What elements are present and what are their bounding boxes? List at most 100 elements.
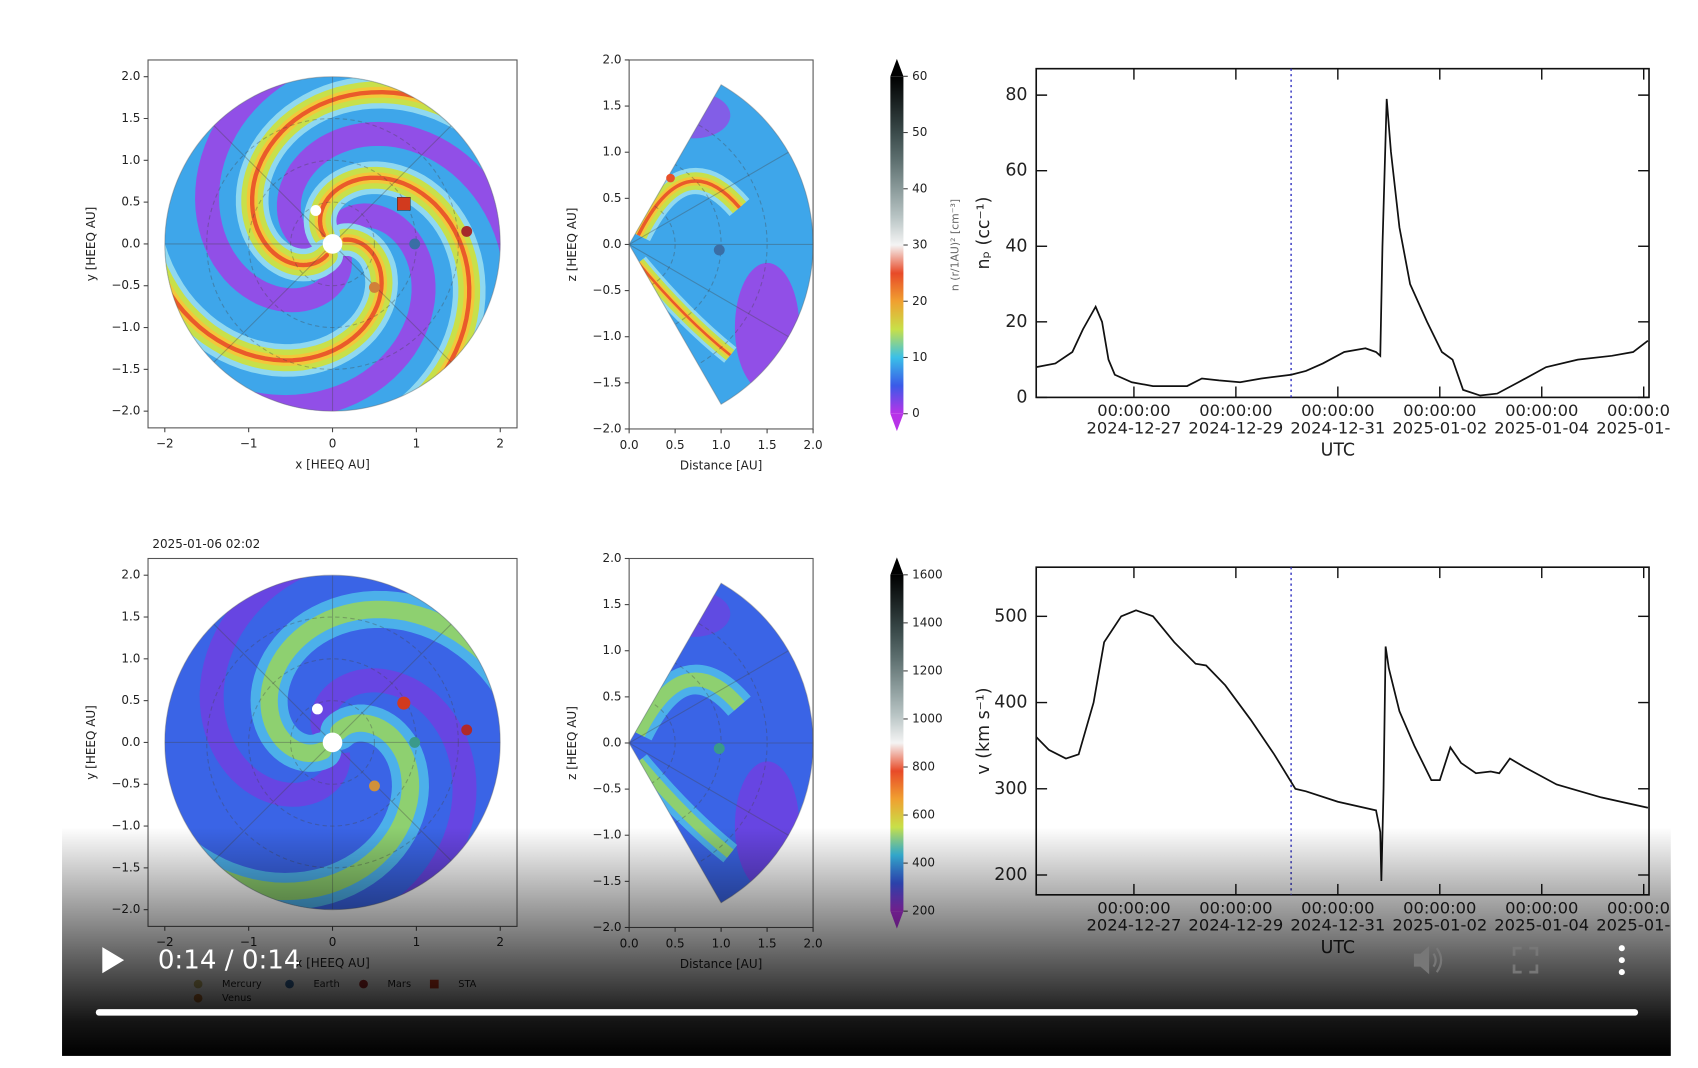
x-tick-label-box: 00:00:00 2024-12-29: [1188, 401, 1284, 438]
fullscreen-button[interactable]: [1512, 946, 1539, 974]
map-structure: [199, 575, 351, 807]
map-grid: [290, 700, 375, 785]
body-marker: [369, 780, 380, 792]
colorbar: [890, 574, 904, 912]
x-tick-label: 00:00:00 2024-12-31: [1290, 401, 1386, 438]
colorbar-tick-label: 1600: [912, 567, 942, 581]
body-marker: [713, 743, 725, 754]
map-structure: [637, 262, 732, 357]
x-tick-label: 1.5: [758, 438, 777, 452]
axes-frame: [1035, 67, 1650, 399]
map-grid: [629, 105, 768, 384]
body-marker: [397, 696, 411, 710]
body-marker: [666, 173, 675, 183]
controls-shade: [62, 827, 1671, 1056]
progress-bar[interactable]: [95, 1009, 1639, 1016]
y-tick-label: 0.5: [121, 195, 140, 209]
body-marker: [409, 736, 421, 748]
x-tick-label-box: 00:00:00 2024-12-31: [1290, 401, 1386, 438]
y-axis-label: z [HEEQ AU]: [565, 208, 579, 282]
map-grid: [629, 650, 789, 744]
map-grid: [629, 604, 768, 882]
y-tick-label: 60: [1005, 161, 1027, 181]
body-marker: [322, 732, 343, 753]
x-tick-label-box: 00:00:00 2024-12-27: [1086, 401, 1182, 438]
y-tick-label: 1.5: [602, 597, 621, 611]
map-grid: [629, 151, 722, 338]
x-tick-label: 00:00:00 2025-01-04: [1494, 401, 1590, 438]
x-tick-label: 1.0: [712, 438, 731, 452]
y-tick-label: 0.0: [121, 735, 140, 749]
map-structure: [260, 600, 501, 763]
play-button[interactable]: [102, 947, 125, 974]
x-tick-label: 0: [329, 437, 337, 451]
colorbar-tick-label: 30: [912, 238, 927, 252]
y-tick-label: 2.0: [121, 568, 140, 582]
y-tick-label: −2.0: [592, 421, 621, 435]
menu-button[interactable]: [1618, 945, 1625, 976]
y-tick-label: −1.0: [592, 329, 621, 343]
colorbar: [890, 76, 904, 414]
x-tick-label: 2.0: [804, 438, 823, 452]
y-tick-label: 1.0: [602, 145, 621, 159]
y-tick-label: −0.5: [592, 782, 621, 796]
map-structure: [195, 76, 352, 313]
map-grid: [629, 742, 789, 836]
x-tick-label: 0.5: [666, 438, 685, 452]
time-display: 0:14 / 0:14: [158, 946, 301, 976]
body-marker: [461, 724, 473, 736]
x-tick-label-box: 00:00:00 2025-01-02: [1392, 401, 1488, 438]
colorbar-tick-label: 800: [912, 760, 935, 774]
y-tick-label: 0.0: [602, 735, 621, 749]
x-tick-label: −1: [240, 437, 258, 451]
x-tick-label-box: 00:00:00 2025-01-04: [1494, 401, 1590, 438]
y-tick-label: 2.0: [602, 52, 621, 66]
panel-title: 2025-01-06 02:02: [152, 537, 260, 551]
x-tick-label: 00:00:00 2024-12-29: [1188, 401, 1284, 438]
map-structure: [317, 175, 472, 412]
colorbar-tick-label: 1000: [912, 711, 942, 725]
y-tick-label: 0.0: [602, 237, 621, 251]
y-tick-label: 2.0: [602, 551, 621, 565]
x-axis-label: Distance [AU]: [680, 458, 762, 472]
volume-button[interactable]: [1413, 945, 1443, 975]
y-tick-label: 2.0: [121, 69, 140, 83]
y-tick-label: 1.0: [602, 643, 621, 657]
y-tick-label: −1.0: [111, 320, 140, 334]
colorbar-tick-label: 600: [912, 808, 935, 822]
map-structure: [276, 121, 501, 293]
x-tick-label: 00:00:00 2025-01-02: [1392, 401, 1488, 438]
y-tick-label: 0.5: [121, 693, 140, 707]
y-tick-label: −0.5: [111, 777, 140, 791]
colorbar-extend: [890, 557, 904, 575]
x-tick-label: 1: [413, 437, 421, 451]
y-tick-label: −2.0: [111, 404, 140, 418]
y-tick-label: 1.0: [121, 651, 140, 665]
map-grid: [629, 696, 676, 790]
y-tick-label: 0.5: [602, 191, 621, 205]
colorbar-extend: [890, 58, 904, 77]
x-tick-label: 00:00:00 2024-12-27: [1086, 401, 1182, 438]
x-tick-label: 2: [496, 437, 504, 451]
y-tick-label: 20: [1005, 312, 1027, 332]
x-axis-label: x [HEEQ AU]: [295, 457, 370, 471]
y-tick-label: −0.5: [592, 283, 621, 297]
y-tick-label: 1.5: [602, 99, 621, 113]
y-tick-label: 40: [1005, 236, 1027, 256]
map-structure: [164, 219, 384, 363]
body-marker: [461, 225, 473, 237]
body-marker: [713, 244, 725, 256]
body-marker: [409, 238, 421, 250]
colorbar-tick-label: 60: [912, 69, 927, 83]
map-grid: [629, 243, 789, 338]
data-line: [1036, 98, 1649, 397]
y-tick-label: 0: [1016, 387, 1027, 407]
map-structure: [250, 90, 488, 268]
y-tick-label: 80: [1005, 85, 1027, 105]
map-grid: [629, 151, 789, 245]
colorbar-label: n (r/1AU)² [cm⁻³]: [949, 199, 962, 291]
y-axis-label: y [HEEQ AU]: [84, 705, 98, 780]
x-tick-label: 00:00:00 2025-01-06: [1596, 401, 1692, 438]
y-tick-label: 1.0: [121, 153, 140, 167]
